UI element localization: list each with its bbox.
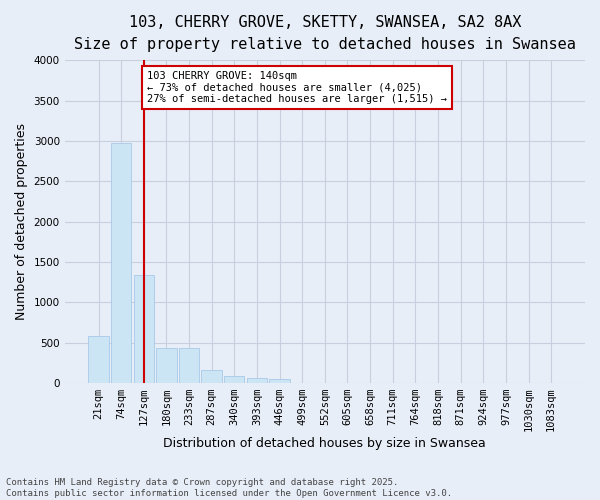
Bar — [134, 275, 154, 383]
Bar — [88, 336, 109, 383]
Bar — [111, 144, 131, 383]
Bar — [247, 378, 267, 383]
Bar — [269, 379, 290, 383]
Y-axis label: Number of detached properties: Number of detached properties — [15, 123, 28, 320]
Bar — [156, 348, 176, 383]
Bar — [179, 348, 199, 383]
X-axis label: Distribution of detached houses by size in Swansea: Distribution of detached houses by size … — [163, 437, 486, 450]
Bar — [224, 376, 244, 383]
Bar — [202, 370, 222, 383]
Text: Contains HM Land Registry data © Crown copyright and database right 2025.
Contai: Contains HM Land Registry data © Crown c… — [6, 478, 452, 498]
Text: 103 CHERRY GROVE: 140sqm
← 73% of detached houses are smaller (4,025)
27% of sem: 103 CHERRY GROVE: 140sqm ← 73% of detach… — [147, 71, 447, 104]
Title: 103, CHERRY GROVE, SKETTY, SWANSEA, SA2 8AX
Size of property relative to detache: 103, CHERRY GROVE, SKETTY, SWANSEA, SA2 … — [74, 15, 576, 52]
